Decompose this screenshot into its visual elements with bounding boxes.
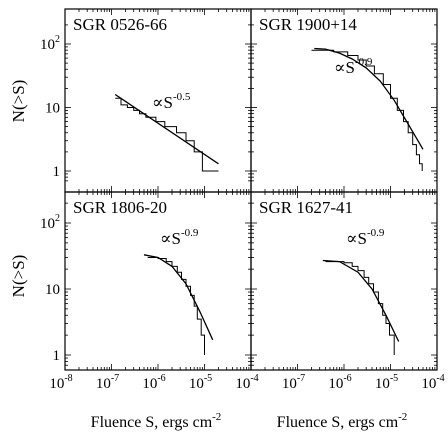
x-axis-label-left: Fluence S, ergs cm-2 [91, 411, 222, 431]
x-tick-label: 10-5 [189, 373, 212, 392]
x-axis-label-left-exponent: -2 [212, 411, 221, 423]
panel-4: SGR 1627-41∝S-0.910-7 10-6 10-5 10-4 [250, 191, 445, 392]
cumulative-step-series [311, 49, 423, 171]
fit-line [143, 254, 214, 341]
annotation-exponent: -0.9 [181, 227, 199, 239]
annotation-prefix: ∝S [160, 229, 181, 248]
x-tick-label: 10-7 [282, 373, 305, 392]
x-tick-label-base: 10 [142, 376, 157, 392]
fit-line [114, 93, 219, 165]
annotation-prefix: ∝S [152, 93, 173, 112]
power-law-annotation: ∝S-0.9 [160, 227, 199, 248]
annotation-exponent: -0.9 [355, 56, 373, 68]
x-tick-label-base: 10 [375, 376, 390, 392]
y-axis-label-top: N(>S) [9, 80, 28, 123]
fit-line [314, 47, 424, 150]
x-tick-label-exponent: -5 [204, 373, 212, 384]
y-tick-label-base: 1 [53, 164, 61, 180]
panel-label: SGR 0526-66 [73, 15, 167, 34]
panel-label: SGR 1806-20 [73, 198, 167, 217]
x-tick-label: 10-4 [421, 373, 444, 392]
x-tick-label: 10-6 [142, 373, 165, 392]
cumulative-step-series [147, 257, 205, 355]
x-tick-label-exponent: -4 [250, 373, 258, 384]
x-tick-label-base: 10 [189, 376, 204, 392]
x-tick-label-base: 10 [282, 376, 297, 392]
y-tick-label-base: 10 [45, 101, 60, 117]
y-tick-label-exponent: 2 [55, 213, 60, 224]
cumulative-step-series [325, 261, 395, 355]
annotation-prefix: ∝S [334, 58, 355, 77]
x-tick-label: 10-5 [375, 373, 398, 392]
x-tick-label-exponent: -7 [297, 373, 305, 384]
x-tick-label: 10-7 [96, 373, 119, 392]
panel-frame [250, 8, 438, 193]
y-tick-label-base: 10 [40, 216, 55, 232]
annotation-exponent: -0.9 [367, 227, 385, 239]
y-tick-label-exponent: 2 [55, 34, 60, 45]
y-tick-label: 102 [40, 213, 60, 232]
x-axis-label-right: Fluence S, ergs cm-2 [277, 411, 408, 431]
x-axis-label-right-exponent: -2 [398, 411, 407, 423]
x-tick-label-base: 10 [235, 376, 250, 392]
x-tick-label: 10-8 [49, 373, 72, 392]
power-law-annotation: ∝S-0.9 [334, 56, 373, 77]
x-tick-label-base: 10 [49, 376, 64, 392]
y-tick-label-base: 10 [40, 37, 55, 53]
y-axis-label-bottom: N(>S) [9, 255, 28, 298]
y-tick-label-base: 1 [53, 348, 61, 364]
x-tick-label-exponent: -6 [157, 373, 165, 384]
x-tick-label-base: 10 [96, 376, 111, 392]
x-axis-label-right-text: Fluence S, ergs cm [277, 414, 399, 431]
fit-line [322, 259, 400, 342]
x-tick-label-base: 10 [421, 376, 436, 392]
power-law-annotation: ∝S-0.5 [152, 91, 191, 112]
panel-label: SGR 1627-41 [259, 198, 353, 217]
axis-labels: N(>S) N(>S) Fluence S, ergs cm-2 Fluence… [9, 80, 407, 431]
y-tick-label: 1 [53, 348, 61, 364]
panel-2: SGR 1900+14 ∝S-0.9 [250, 8, 438, 193]
y-tick-label: 10 [45, 282, 60, 298]
x-axis-label-left-text: Fluence S, ergs cm [91, 414, 213, 431]
annotation-exponent: -0.5 [173, 91, 191, 103]
y-tick-label: 102 [40, 34, 60, 53]
panel-label: SGR 1900+14 [259, 15, 357, 34]
panel-frame [250, 191, 438, 371]
cumulative-step-series [115, 97, 219, 172]
x-tick-label-exponent: -5 [390, 373, 398, 384]
x-tick-label-exponent: -6 [343, 373, 351, 384]
x-tick-label: 10-4 [235, 373, 258, 392]
x-tick-label-exponent: -8 [64, 373, 72, 384]
panel-frame [64, 191, 252, 371]
x-tick-label-exponent: -7 [111, 373, 119, 384]
y-tick-label: 1 [53, 164, 61, 180]
y-tick-label-base: 10 [45, 282, 60, 298]
x-tick-label: 10-6 [328, 373, 351, 392]
x-tick-label-base: 10 [328, 376, 343, 392]
annotation-prefix: ∝S [346, 229, 367, 248]
x-tick-label-exponent: -4 [436, 373, 444, 384]
y-tick-label: 10 [45, 101, 60, 117]
power-law-annotation: ∝S-0.9 [346, 227, 385, 248]
